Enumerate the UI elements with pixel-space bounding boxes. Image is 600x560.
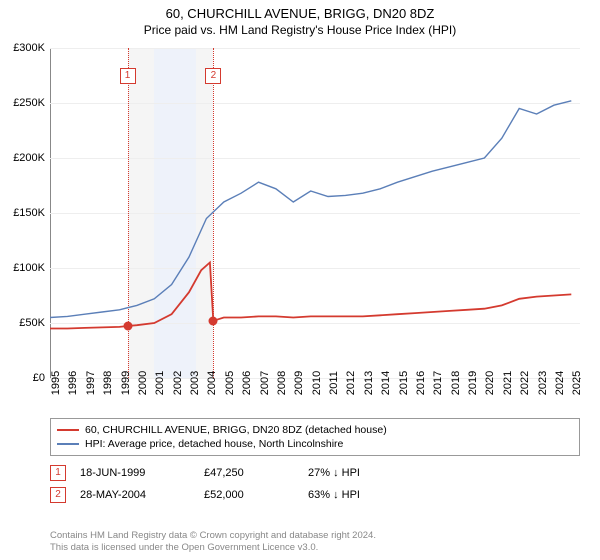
x-axis-label: 1997: [85, 371, 97, 395]
x-axis-label: 2024: [554, 371, 566, 395]
chart-area: 12 £0£50K£100K£150K£200K£250K£300K 19951…: [50, 48, 580, 378]
x-axis-label: 2005: [224, 371, 236, 395]
annotation-table: 1 18-JUN-1999 £47,250 27% ↓ HPI 2 28-MAY-2004…: [50, 462, 580, 506]
x-axis-label: 2025: [571, 371, 583, 395]
event-marker-box: 1: [120, 68, 136, 84]
annotation-date: 18-JUN-1999: [80, 467, 190, 479]
x-axis-label: 2016: [415, 371, 427, 395]
legend-label: 60, CHURCHILL AVENUE, BRIGG, DN20 8DZ (d…: [85, 424, 387, 436]
annotation-price: £47,250: [204, 467, 294, 479]
x-axis-label: 1996: [67, 371, 79, 395]
annotation-date: 28-MAY-2004: [80, 489, 190, 501]
x-axis-label: 2020: [484, 371, 496, 395]
sale-point-marker: [209, 316, 218, 325]
x-axis-label: 1995: [50, 371, 62, 395]
x-axis-label: 2007: [259, 371, 271, 395]
x-axis-label: 2015: [398, 371, 410, 395]
x-axis-label: 2001: [154, 371, 166, 395]
sale-point-marker: [123, 322, 132, 331]
y-axis-label: £200K: [13, 152, 45, 164]
x-axis-label: 2012: [345, 371, 357, 395]
x-axis-label: 2013: [363, 371, 375, 395]
series-hpi: [50, 101, 571, 318]
x-axis-label: 2018: [450, 371, 462, 395]
y-axis-label: £300K: [13, 42, 45, 54]
x-axis-label: 1998: [102, 371, 114, 395]
y-axis-label: £250K: [13, 97, 45, 109]
legend-swatch: [57, 429, 79, 431]
legend-label: HPI: Average price, detached house, Nort…: [85, 438, 343, 450]
x-axis-label: 2022: [519, 371, 531, 395]
x-axis-label: 2003: [189, 371, 201, 395]
annotation-price: £52,000: [204, 489, 294, 501]
x-axis-label: 2010: [311, 371, 323, 395]
x-axis-label: 2011: [328, 371, 340, 395]
annotation-hpi: 63% ↓ HPI: [308, 489, 418, 501]
chart-subtitle: Price paid vs. HM Land Registry's House …: [0, 21, 600, 37]
x-axis-label: 2017: [432, 371, 444, 395]
legend-item: HPI: Average price, detached house, Nort…: [57, 437, 573, 451]
footnote-line-2: This data is licensed under the Open Gov…: [50, 542, 318, 553]
chart-title: 60, CHURCHILL AVENUE, BRIGG, DN20 8DZ: [0, 0, 600, 21]
y-axis-label: £50K: [19, 317, 45, 329]
annotation-marker: 1: [50, 465, 66, 481]
legend-swatch: [57, 443, 79, 445]
footnote: Contains HM Land Registry data © Crown c…: [50, 530, 376, 554]
x-axis-label: 1999: [120, 371, 132, 395]
y-axis-label: £100K: [13, 262, 45, 274]
series-price_paid: [50, 263, 571, 329]
x-axis-label: 2014: [380, 371, 392, 395]
legend: 60, CHURCHILL AVENUE, BRIGG, DN20 8DZ (d…: [50, 418, 580, 456]
annotation-marker: 2: [50, 487, 66, 503]
footnote-line-1: Contains HM Land Registry data © Crown c…: [50, 530, 376, 541]
x-axis-label: 2008: [276, 371, 288, 395]
annotation-row: 1 18-JUN-1999 £47,250 27% ↓ HPI: [50, 462, 580, 484]
y-axis-label: £0: [33, 372, 45, 384]
x-axis-label: 2004: [206, 371, 218, 395]
annotation-row: 2 28-MAY-2004 £52,000 63% ↓ HPI: [50, 484, 580, 506]
x-axis-label: 2023: [537, 371, 549, 395]
x-axis-label: 2019: [467, 371, 479, 395]
legend-item: 60, CHURCHILL AVENUE, BRIGG, DN20 8DZ (d…: [57, 423, 573, 437]
chart-container: 60, CHURCHILL AVENUE, BRIGG, DN20 8DZ Pr…: [0, 0, 600, 560]
x-axis-label: 2021: [502, 371, 514, 395]
x-axis-label: 2006: [241, 371, 253, 395]
x-axis-label: 2009: [293, 371, 305, 395]
annotation-hpi: 27% ↓ HPI: [308, 467, 418, 479]
y-axis-label: £150K: [13, 207, 45, 219]
event-marker-box: 2: [205, 68, 221, 84]
x-axis-label: 2000: [137, 371, 149, 395]
x-axis-label: 2002: [172, 371, 184, 395]
